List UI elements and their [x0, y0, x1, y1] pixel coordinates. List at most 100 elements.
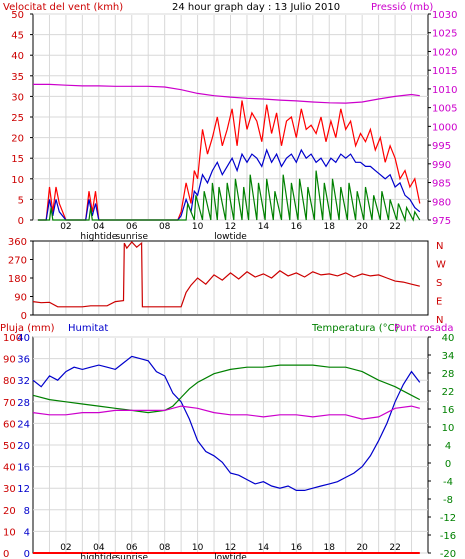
y-right-tick-label: 975	[432, 216, 451, 227]
temperature-tick-label: -4	[443, 477, 453, 488]
compass-label-n: N	[436, 241, 443, 252]
humidity-inner-tick-label: 4	[24, 527, 30, 538]
rain-tick-label: 90	[3, 355, 16, 366]
x-tick-label: 12	[225, 222, 236, 232]
wind-speed-axis-title: Velocitat del vent (kmh)	[3, 2, 123, 13]
temperature-tick-label: 40	[442, 333, 455, 344]
temperature-axis-title: Temperatura (°C)	[311, 323, 399, 334]
y-left-tick-label: 30	[11, 92, 24, 103]
pressure-axis-title: Pressió (mb)	[371, 1, 433, 13]
humidity-inner-tick-label: 20	[17, 441, 30, 452]
rain-tick-label: 70	[3, 398, 16, 409]
rain-tick-label: 80	[3, 376, 16, 387]
x-tick-label: 04	[93, 543, 105, 553]
series-line-average	[37, 148, 421, 221]
direction-tick-label: 360	[8, 237, 27, 248]
temperature-tick-label: 28	[442, 369, 455, 380]
axis-layer: 0510152025303540455097598098599099510001…	[3, 10, 457, 559]
y-right-tick-label: 1020	[432, 47, 457, 58]
y-right-tick-label: 1015	[432, 66, 457, 77]
humidity-inner-tick-label: 24	[17, 419, 30, 430]
y-left-tick-label: 10	[11, 175, 24, 186]
rain-tick-label: 60	[3, 419, 16, 430]
y-right-tick-label: 1000	[432, 122, 457, 133]
x-tick-label: 06	[126, 222, 138, 232]
event-label-hightide: hightide	[80, 232, 117, 242]
series-layer	[32, 83, 421, 554]
compass-label-e: E	[436, 297, 442, 308]
series-line-dew_point	[32, 405, 420, 420]
x-tick-label: 22	[389, 543, 400, 553]
x-tick-label: 22	[389, 222, 400, 232]
rain-axis-title: Pluja (mm)	[0, 323, 55, 334]
graph-title: 24 hour graph day : 13 Julio 2010	[172, 2, 340, 13]
humidity-axis-title: Humitat	[68, 323, 108, 334]
x-tick-label: 12	[225, 543, 236, 553]
rain-tick-label: 20	[3, 506, 16, 517]
y-right-tick-label: 980	[432, 197, 451, 208]
series-line-direction	[32, 241, 420, 308]
x-tick-label: 14	[258, 543, 270, 553]
y-right-tick-label: 1005	[432, 104, 457, 115]
series-line-temperature	[32, 364, 421, 414]
y-left-tick-label: 25	[11, 113, 24, 124]
event-label-lowtide: lowtide	[214, 232, 247, 242]
x-tick-label: 04	[93, 222, 105, 232]
rain-tick-label: 0	[3, 549, 9, 559]
temperature-tick-label: 22	[442, 387, 455, 398]
y-right-tick-label: 985	[432, 179, 451, 190]
compass-label-n: N	[436, 315, 443, 326]
temperature-tick-label: 16	[442, 405, 455, 416]
humidity-inner-tick-label: 40	[17, 333, 30, 344]
temperature-tick-label: 0	[445, 459, 451, 470]
x-tick-label: 10	[192, 222, 204, 232]
direction-tick-label: 270	[8, 256, 27, 267]
series-line-humidity	[32, 355, 421, 491]
x-tick-label: 20	[356, 222, 368, 232]
y-left-tick-label: 20	[11, 134, 24, 145]
rain-tick-label: 50	[3, 441, 16, 452]
humidity-inner-tick-label: 36	[17, 355, 30, 366]
humidity-inner-tick-label: 12	[17, 484, 30, 495]
x-tick-label: 14	[258, 222, 270, 232]
x-tick-label: 06	[126, 543, 138, 553]
x-tick-label: 20	[356, 543, 368, 553]
x-tick-label: 08	[159, 222, 171, 232]
x-tick-label: 10	[192, 543, 204, 553]
rain-tick-label: 30	[3, 484, 16, 495]
x-tick-label: 16	[291, 543, 303, 553]
y-right-tick-label: 1030	[432, 10, 457, 21]
event-label-lowtide: lowtide	[214, 553, 247, 559]
series-line-green	[37, 170, 421, 223]
event-label-sunrise: sunrise	[115, 553, 148, 559]
temperature-tick-label: 34	[442, 351, 455, 362]
series-line-gust	[37, 100, 421, 221]
direction-tick-label: 180	[8, 274, 27, 285]
series-line-pressure	[33, 83, 420, 104]
compass-label-w: W	[436, 260, 446, 271]
dew-point-axis-title: Punt rosada	[394, 323, 453, 334]
x-tick-label: 18	[324, 543, 336, 553]
temperature-tick-label: 10	[442, 423, 455, 434]
rain-tick-label: 40	[3, 463, 16, 474]
event-label-hightide: hightide	[80, 553, 117, 559]
humidity-inner-tick-label: 0	[24, 549, 30, 559]
humidity-inner-tick-label: 8	[24, 506, 30, 517]
y-right-tick-label: 1025	[432, 29, 457, 40]
temperature-tick-label: -20	[440, 549, 456, 559]
y-left-tick-label: 45	[11, 31, 24, 42]
rain-tick-label: 10	[3, 527, 16, 538]
humidity-inner-tick-label: 16	[17, 463, 30, 474]
x-tick-label: 02	[60, 543, 71, 553]
y-left-tick-label: 5	[18, 195, 24, 206]
compass-label-s: S	[436, 278, 442, 289]
x-tick-label: 16	[291, 222, 303, 232]
y-right-tick-label: 995	[432, 141, 451, 152]
y-right-tick-label: 1010	[432, 85, 457, 96]
y-left-tick-label: 0	[18, 216, 24, 227]
temperature-tick-label: 4	[445, 441, 451, 452]
humidity-inner-tick-label: 32	[17, 376, 30, 387]
x-tick-label: 08	[159, 543, 171, 553]
